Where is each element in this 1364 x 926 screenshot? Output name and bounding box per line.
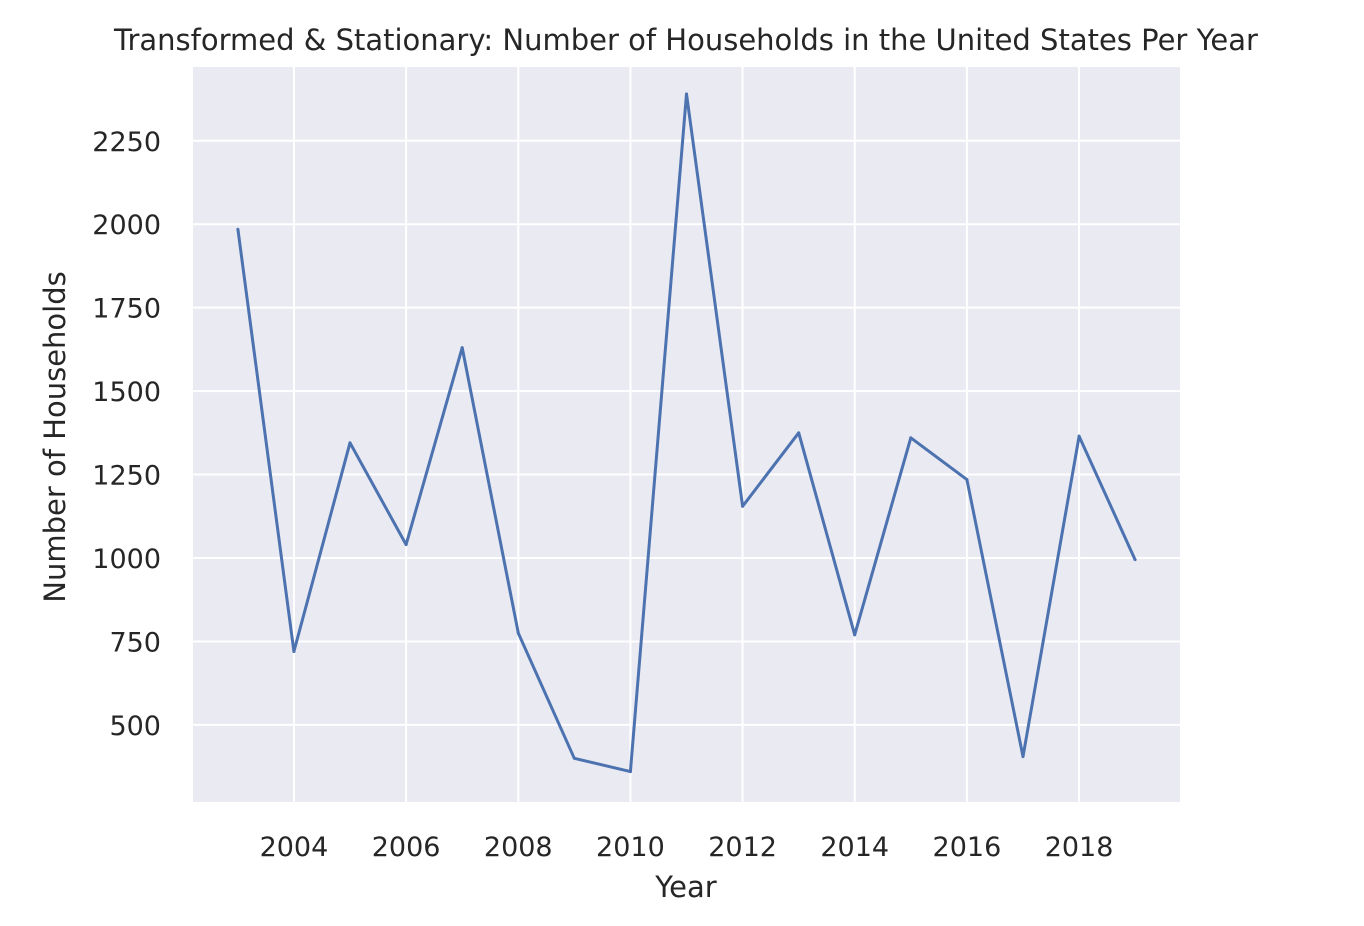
x-tick-label: 2004: [260, 832, 329, 863]
data-point: [460, 346, 464, 350]
data-point: [1133, 558, 1137, 562]
data-point: [348, 441, 352, 445]
x-axis-label: Year: [654, 870, 716, 904]
data-points: [236, 92, 1137, 774]
data-point: [965, 478, 969, 482]
y-tick-label: 1500: [92, 377, 161, 408]
x-tick-labels: 2004 2006 2008 2010 2012 2014 2016 2018: [260, 832, 1114, 863]
data-point: [516, 631, 520, 635]
y-tick-label: 1000: [92, 544, 161, 575]
y-gridlines: [193, 139, 1180, 726]
data-point: [404, 543, 408, 547]
x-tick-label: 2016: [933, 832, 1002, 863]
y-axis-label: Number of Households: [38, 271, 72, 602]
chart-title: Transformed & Stationary: Number of Hous…: [113, 23, 1258, 57]
data-point: [797, 431, 801, 435]
x-tick-label: 2014: [820, 832, 889, 863]
y-tick-label: 750: [109, 627, 161, 658]
x-tick-label: 2012: [708, 832, 777, 863]
x-tick-label: 2010: [596, 832, 665, 863]
data-point: [572, 756, 576, 760]
data-point: [236, 227, 240, 231]
y-tick-label: 2250: [92, 127, 161, 158]
data-point: [909, 436, 913, 440]
data-point: [741, 504, 745, 508]
data-point: [853, 633, 857, 637]
data-point: [1077, 434, 1081, 438]
data-point: [685, 92, 688, 96]
plot-area: [193, 67, 1180, 802]
data-point: [1021, 755, 1025, 759]
x-tick-label: 2008: [484, 832, 553, 863]
data-point: [292, 649, 296, 653]
y-tick-label: 1250: [92, 461, 161, 492]
y-tick-labels: 500 750 1000 1250 1500 1750 2000 2250: [92, 127, 161, 742]
data-point: [628, 770, 632, 774]
y-tick-label: 1750: [92, 294, 161, 325]
y-tick-label: 2000: [92, 210, 161, 241]
y-tick-label: 500: [109, 711, 161, 742]
x-tick-label: 2006: [372, 832, 441, 863]
x-gridlines: [292, 67, 1081, 802]
x-tick-label: 2018: [1045, 832, 1114, 863]
